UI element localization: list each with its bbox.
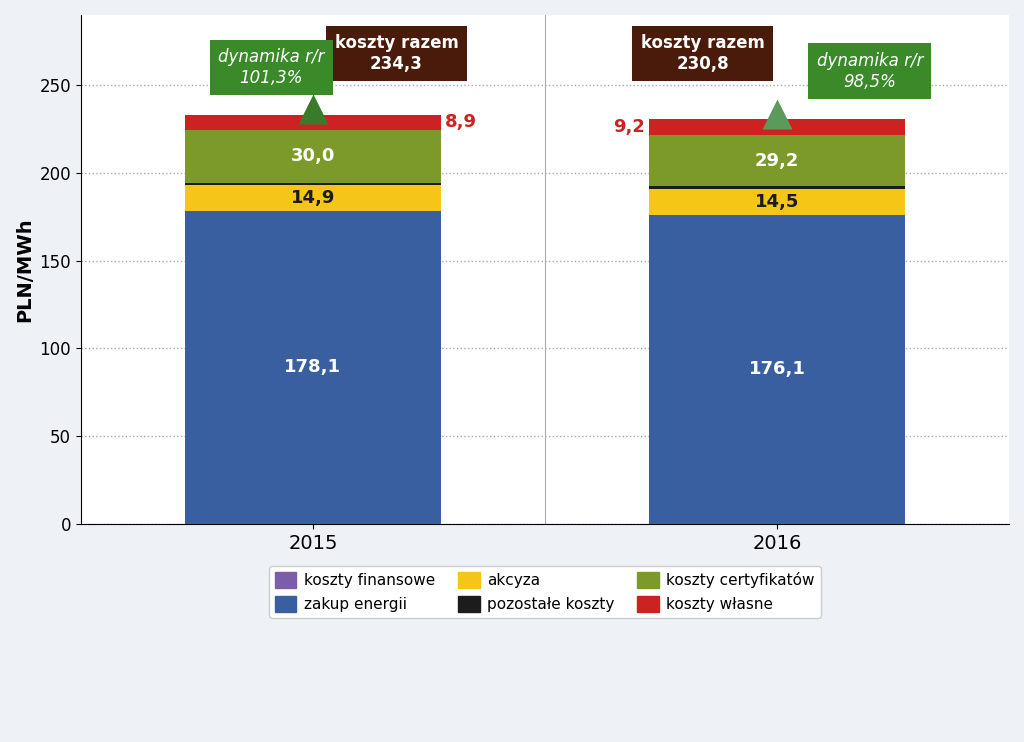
Bar xyxy=(185,130,440,183)
Bar xyxy=(649,189,904,214)
Bar xyxy=(649,119,904,135)
Text: koszty razem
234,3: koszty razem 234,3 xyxy=(335,34,459,73)
Bar xyxy=(185,211,440,524)
Bar xyxy=(185,114,440,130)
Bar xyxy=(649,135,904,186)
Text: 14,9: 14,9 xyxy=(291,189,335,207)
Text: 29,2: 29,2 xyxy=(755,151,799,170)
Bar xyxy=(649,186,904,189)
Legend: koszty finansowe, zakup energii, akcyza, pozostałe koszty, koszty certyfikatów, : koszty finansowe, zakup energii, akcyza,… xyxy=(269,566,821,618)
Bar xyxy=(649,214,904,524)
Bar xyxy=(185,185,440,211)
Text: 9,2: 9,2 xyxy=(612,118,645,136)
Text: 8,9: 8,9 xyxy=(445,114,477,131)
Text: 178,1: 178,1 xyxy=(285,358,341,376)
Text: 30,0: 30,0 xyxy=(291,148,335,165)
Text: 176,1: 176,1 xyxy=(749,360,806,378)
Text: dynamika r/r
98,5%: dynamika r/r 98,5% xyxy=(816,52,923,91)
Text: dynamika r/r
101,3%: dynamika r/r 101,3% xyxy=(218,48,325,87)
Text: koszty razem
230,8: koszty razem 230,8 xyxy=(641,34,765,73)
Bar xyxy=(185,183,440,185)
Y-axis label: PLN/MWh: PLN/MWh xyxy=(15,217,34,322)
Text: 14,5: 14,5 xyxy=(755,193,799,211)
